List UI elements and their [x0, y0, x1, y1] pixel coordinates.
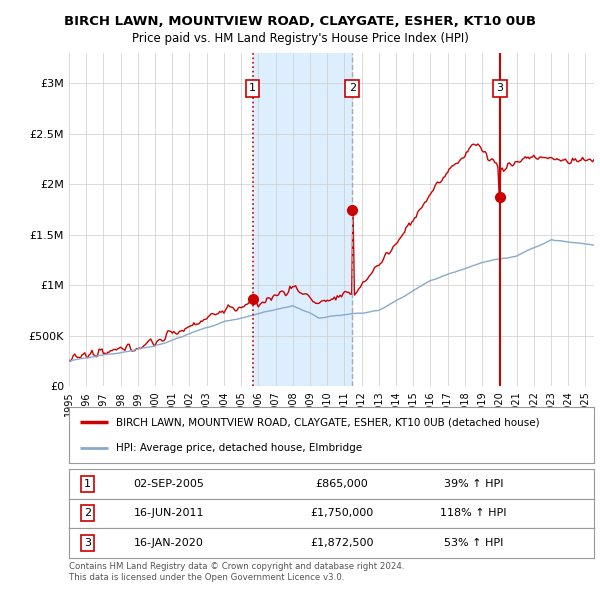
Text: HPI: Average price, detached house, Elmbridge: HPI: Average price, detached house, Elmb…	[116, 443, 362, 453]
Text: 16-JAN-2020: 16-JAN-2020	[134, 538, 203, 548]
Text: 02-SEP-2005: 02-SEP-2005	[133, 479, 204, 489]
Text: £865,000: £865,000	[316, 479, 368, 489]
Text: Price paid vs. HM Land Registry's House Price Index (HPI): Price paid vs. HM Land Registry's House …	[131, 32, 469, 45]
Text: 1: 1	[84, 479, 91, 489]
Text: 39% ↑ HPI: 39% ↑ HPI	[443, 479, 503, 489]
Text: 2: 2	[84, 509, 91, 518]
Text: £1,750,000: £1,750,000	[310, 509, 374, 518]
Text: BIRCH LAWN, MOUNTVIEW ROAD, CLAYGATE, ESHER, KT10 0UB: BIRCH LAWN, MOUNTVIEW ROAD, CLAYGATE, ES…	[64, 15, 536, 28]
Bar	[253, 53, 352, 386]
Text: 2: 2	[349, 83, 356, 93]
Text: 118% ↑ HPI: 118% ↑ HPI	[440, 509, 506, 518]
Text: BIRCH LAWN, MOUNTVIEW ROAD, CLAYGATE, ESHER, KT10 0UB (detached house): BIRCH LAWN, MOUNTVIEW ROAD, CLAYGATE, ES…	[116, 417, 540, 427]
Text: 3: 3	[84, 538, 91, 548]
Text: Contains HM Land Registry data © Crown copyright and database right 2024.: Contains HM Land Registry data © Crown c…	[69, 562, 404, 571]
Text: 1: 1	[249, 83, 256, 93]
Text: £1,872,500: £1,872,500	[310, 538, 374, 548]
Text: 16-JUN-2011: 16-JUN-2011	[133, 509, 204, 518]
Text: 53% ↑ HPI: 53% ↑ HPI	[443, 538, 503, 548]
Text: 3: 3	[497, 83, 503, 93]
Text: This data is licensed under the Open Government Licence v3.0.: This data is licensed under the Open Gov…	[69, 573, 344, 582]
